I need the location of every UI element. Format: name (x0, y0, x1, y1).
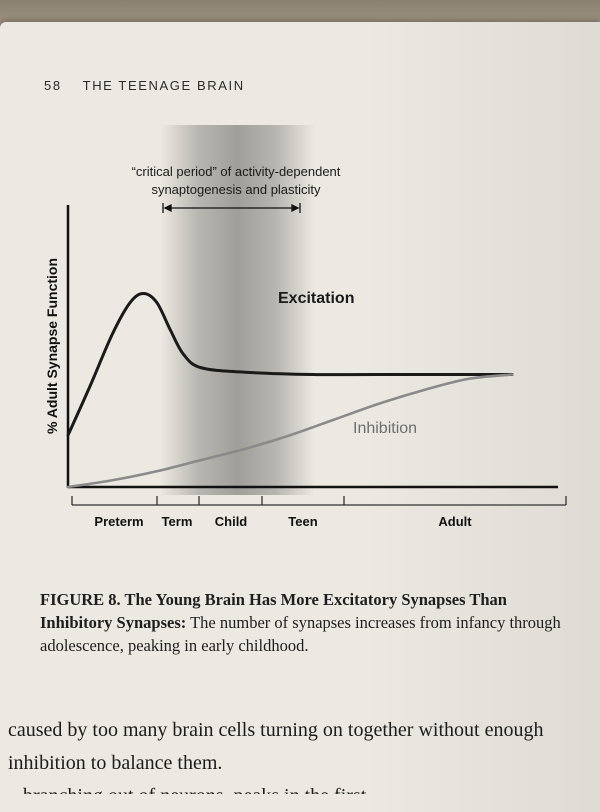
body-line-1: caused by too many brain cells turning o… (8, 719, 544, 741)
critical-period-band (160, 125, 315, 495)
series-label-excitation: Excitation (278, 290, 354, 307)
running-header: 58 THE TEENAGE BRAIN (44, 78, 245, 93)
body-text: caused by too many brain cells turning o… (8, 714, 600, 794)
series-line-excitation (66, 291, 514, 437)
running-head-title: THE TEENAGE BRAIN (82, 78, 245, 93)
annotation-line-1: “critical period” of activity-dependent (132, 164, 341, 179)
series-line-inhibition (66, 373, 514, 489)
annotation-bracket (162, 203, 301, 213)
annotation-line-2: synaptogenesis and plasticity (151, 182, 321, 197)
series-label-inhibition: Inhibition (353, 420, 417, 437)
caption-text: The number of synapses increases from in… (40, 613, 561, 655)
x-tick-label-adult: Adult (438, 514, 472, 529)
page-number: 58 (44, 78, 62, 93)
x-tick-label-preterm: Preterm (94, 514, 143, 529)
x-tick-label-term: Term (162, 514, 193, 529)
body-line-3: ...branching out of neurons, peaks in th… (8, 780, 600, 794)
body-line-2: inhibition to balance them. (8, 752, 223, 774)
caption-label: FIGURE 8. The Young Brain Has More Excit… (40, 590, 507, 632)
x-tick-label-child: Child (215, 514, 248, 529)
series-layer (66, 291, 514, 489)
y-axis-label: % Adult Synapse Function (44, 258, 60, 434)
x-bracket-axis (71, 496, 567, 506)
figure-caption: FIGURE 8. The Young Brain Has More Excit… (40, 588, 580, 657)
x-tick-label-teen: Teen (288, 514, 317, 529)
